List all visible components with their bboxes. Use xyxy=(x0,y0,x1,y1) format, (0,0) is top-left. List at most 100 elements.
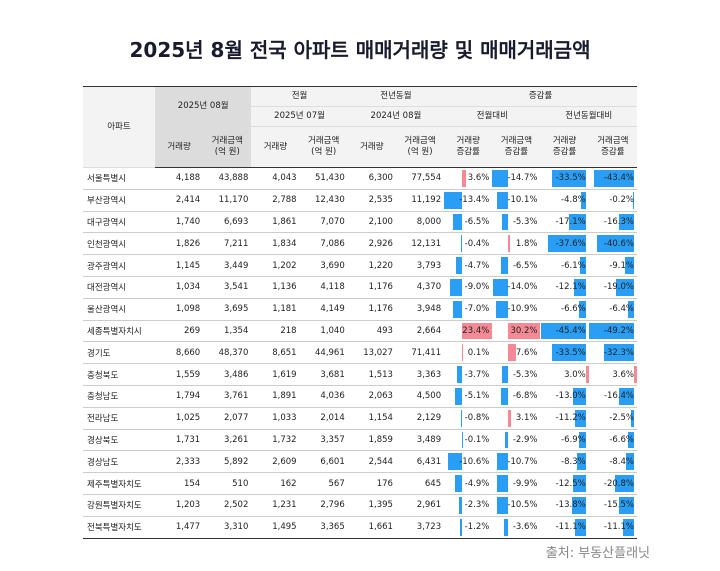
data-bar xyxy=(574,518,586,536)
pct-cell: -6.4% xyxy=(588,298,637,321)
cell: 4,188 xyxy=(155,167,204,190)
cell: 2,788 xyxy=(251,189,300,212)
pct-text: -6.6% xyxy=(561,304,586,315)
group: 전월 xyxy=(251,86,348,107)
cell: 11,170 xyxy=(203,189,252,212)
cell: 1,861 xyxy=(251,211,300,234)
region: 인천광역시 xyxy=(83,232,155,256)
region: 경상북도 xyxy=(83,429,155,452)
pct-cell: -49.2% xyxy=(588,320,637,343)
cell: 12,430 xyxy=(299,189,348,212)
pct-text: 3.0% xyxy=(564,369,586,380)
cell: 11,192 xyxy=(395,189,445,212)
pct-text: -0.1% xyxy=(464,434,490,445)
pct-text: -14.0% xyxy=(507,282,538,293)
pct-cell: -4.8% xyxy=(540,189,589,212)
pct-cell: -40.6% xyxy=(588,232,637,256)
row: 강원특별자치도 1,203 2,502 1,231 2,796 1,395 2,961 -2.… xyxy=(83,494,637,517)
data-bar xyxy=(579,257,586,274)
data-bar xyxy=(574,409,586,427)
pct-text: -10.7% xyxy=(507,456,538,467)
pct-text: -16.4% xyxy=(603,391,634,402)
cell: 12,131 xyxy=(395,232,445,256)
pct-text: -2.3% xyxy=(464,500,490,511)
cell: 3,261 xyxy=(203,429,252,452)
data-bar xyxy=(508,344,517,362)
data-bar xyxy=(461,322,493,340)
cell: 1,859 xyxy=(347,429,396,452)
cell: 2,077 xyxy=(203,407,252,430)
pct-text: 3.6% xyxy=(467,173,490,184)
cell: 1,040 xyxy=(299,320,348,343)
pct-text: -11.1% xyxy=(603,522,634,533)
column-header: 거래량 xyxy=(155,126,204,168)
data-bar xyxy=(593,170,634,187)
pct-cell: -3.7% xyxy=(444,363,493,386)
pct-cell: -15.5% xyxy=(588,494,637,517)
region: 경기도 xyxy=(83,341,155,365)
region: 전라남도 xyxy=(83,407,155,430)
pct-text: -6.8% xyxy=(512,391,538,402)
pct-text: -0.8% xyxy=(464,413,490,424)
data-bar xyxy=(618,387,634,405)
pct-cell: 7.6% xyxy=(492,341,541,365)
cell: 51,430 xyxy=(299,167,348,190)
cell: 493 xyxy=(347,320,396,343)
cell: 6,601 xyxy=(299,450,348,474)
data-bar xyxy=(447,453,462,471)
data-bar xyxy=(452,300,462,318)
region: 광주광역시 xyxy=(83,254,155,277)
region: 서울특별시 xyxy=(83,167,155,190)
row: 경기도 8,660 48,370 8,651 44,961 13,027 71,411 0.1… xyxy=(83,341,637,365)
row: 인천광역시 1,826 7,211 1,834 7,086 2,926 12,131 -0.4… xyxy=(83,232,637,256)
data-bar xyxy=(616,278,634,296)
cell: 154 xyxy=(155,472,204,495)
data-bar xyxy=(623,518,634,536)
pct-cell: 30.2% xyxy=(492,320,541,343)
region: 강원특별자치도 xyxy=(83,494,155,517)
cell: 176 xyxy=(347,472,396,495)
pct-text: -20.8% xyxy=(603,478,634,489)
data-bar xyxy=(458,496,462,514)
pct-cell: -5.3% xyxy=(492,211,541,234)
group: 전년동월 xyxy=(347,86,445,107)
cell: 4,500 xyxy=(395,385,445,408)
pct-cell: -4.9% xyxy=(444,472,493,495)
cell: 3,363 xyxy=(395,363,445,386)
pct-text: -9.1% xyxy=(609,260,634,271)
data-bar xyxy=(568,213,586,231)
data-bar xyxy=(460,518,462,536)
cell: 2,961 xyxy=(395,494,445,517)
data-bar xyxy=(461,170,467,187)
title: 2025년 8월 전국 아파트 매매거래량 및 매매거래금액 xyxy=(129,38,591,62)
pct-text: -12.1% xyxy=(555,282,586,293)
data-bar xyxy=(627,431,634,449)
cell: 1,136 xyxy=(251,276,300,299)
pct-cell: -9.1% xyxy=(588,254,637,277)
pct-text: -4.7% xyxy=(464,260,490,271)
cell: 13,027 xyxy=(347,341,396,365)
region: 제주특별자치도 xyxy=(83,472,155,495)
cell: 1,154 xyxy=(347,407,396,430)
pct-cell: -1.2% xyxy=(444,516,493,539)
row: 울산광역시 1,098 3,695 1,181 4,149 1,176 3,948 -7.0%… xyxy=(83,298,637,321)
region: 충청북도 xyxy=(83,363,155,386)
pct-cell: -2.9% xyxy=(492,429,541,452)
pct-text: -1.2% xyxy=(464,522,490,533)
pct-cell: -13.0% xyxy=(540,385,589,408)
data-bar xyxy=(573,278,586,296)
pct-cell: -43.4% xyxy=(588,167,637,190)
pct-text: -13.4% xyxy=(459,195,490,206)
cell: 1,559 xyxy=(155,363,204,386)
pct-text: -17.1% xyxy=(555,216,586,227)
data-bar xyxy=(497,475,509,492)
pct-text: -45.4% xyxy=(555,325,586,336)
data-bar xyxy=(588,322,634,340)
cell: 2,333 xyxy=(155,450,204,474)
row: 서울특별시 4,188 43,888 4,043 51,430 6,300 77,554 3.… xyxy=(83,167,637,190)
pct-cell: 0.1% xyxy=(444,341,493,365)
cell: 3,449 xyxy=(203,254,252,277)
data-bar xyxy=(577,453,586,471)
cell: 1,202 xyxy=(251,254,300,277)
subgroup: 전년동월대비 xyxy=(540,106,637,127)
